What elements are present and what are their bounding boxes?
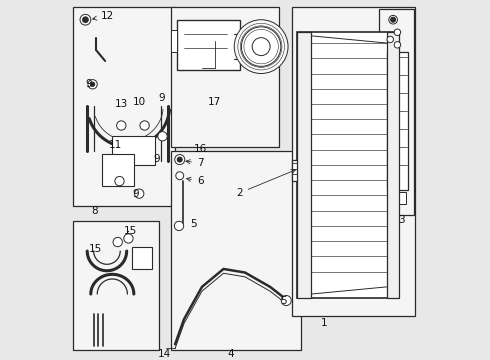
Bar — [389, 192, 406, 204]
Circle shape — [113, 237, 122, 247]
Text: 6: 6 — [187, 176, 203, 186]
Bar — [297, 32, 311, 298]
Text: 2: 2 — [236, 170, 295, 198]
Circle shape — [82, 17, 88, 23]
Circle shape — [176, 172, 184, 180]
Circle shape — [387, 36, 393, 43]
Text: 4: 4 — [227, 349, 234, 359]
Text: 9: 9 — [132, 189, 139, 199]
Circle shape — [389, 15, 397, 24]
Bar — [177, 20, 240, 70]
Circle shape — [175, 154, 185, 165]
Bar — [387, 52, 408, 190]
Bar — [73, 7, 175, 206]
Circle shape — [117, 121, 126, 130]
Text: 7: 7 — [186, 158, 203, 168]
Bar — [292, 7, 416, 316]
Bar — [73, 221, 159, 350]
Bar — [172, 150, 300, 350]
Circle shape — [394, 29, 401, 36]
Bar — [172, 31, 177, 52]
Text: 12: 12 — [93, 11, 114, 21]
Text: 11: 11 — [109, 140, 122, 150]
Text: 1: 1 — [320, 318, 327, 328]
Text: 5: 5 — [190, 219, 196, 229]
Circle shape — [158, 132, 167, 141]
Circle shape — [115, 176, 124, 186]
Circle shape — [88, 80, 97, 89]
Circle shape — [242, 27, 281, 66]
Bar — [132, 247, 152, 269]
Bar — [379, 9, 414, 215]
Circle shape — [140, 121, 149, 130]
Circle shape — [177, 157, 182, 162]
Circle shape — [91, 82, 95, 86]
Text: 14: 14 — [158, 349, 171, 359]
Circle shape — [281, 296, 291, 306]
Bar — [101, 154, 134, 186]
Text: 9: 9 — [158, 93, 165, 103]
Circle shape — [124, 234, 133, 243]
Text: 5: 5 — [280, 296, 287, 306]
Circle shape — [80, 14, 91, 25]
Bar — [297, 32, 399, 298]
Text: 8: 8 — [91, 206, 98, 216]
Circle shape — [252, 38, 270, 55]
Circle shape — [135, 189, 144, 198]
Text: 9: 9 — [86, 79, 92, 89]
Circle shape — [394, 42, 401, 48]
Text: 10: 10 — [133, 97, 146, 107]
Text: 17: 17 — [208, 97, 221, 107]
Circle shape — [174, 221, 184, 231]
Bar — [172, 7, 279, 147]
Bar — [387, 32, 399, 298]
Text: 9: 9 — [154, 154, 160, 164]
Bar — [112, 136, 155, 165]
Text: 15: 15 — [89, 244, 102, 254]
Text: 3: 3 — [398, 215, 404, 225]
Text: 16: 16 — [194, 144, 207, 154]
Circle shape — [391, 17, 395, 22]
Text: 15: 15 — [123, 226, 137, 236]
Bar — [292, 159, 308, 181]
Text: 13: 13 — [115, 99, 128, 109]
Circle shape — [234, 20, 288, 73]
